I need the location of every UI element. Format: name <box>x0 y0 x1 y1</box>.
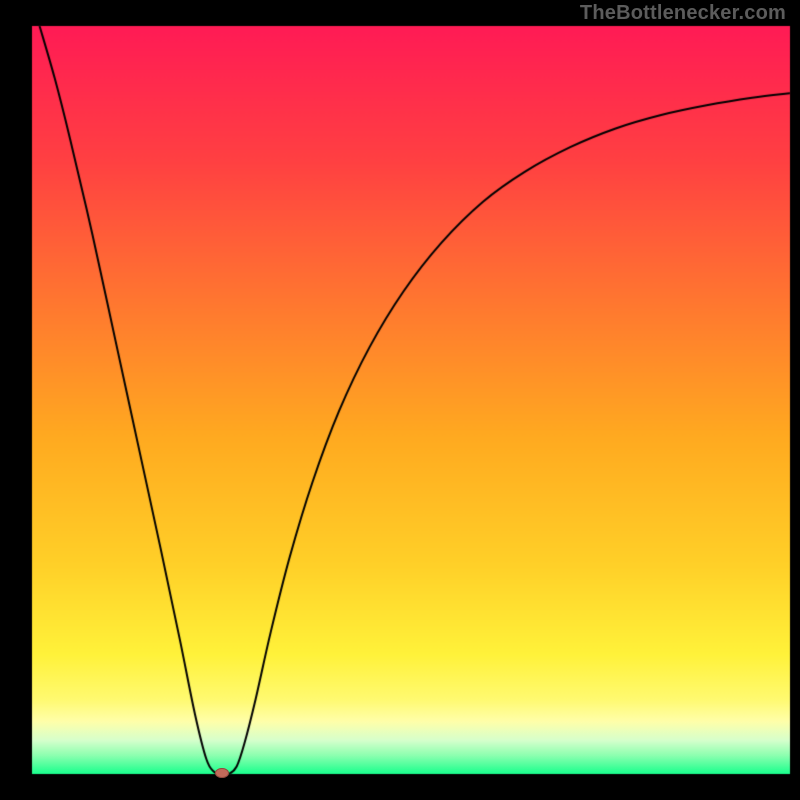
optimal-point-marker <box>215 768 229 778</box>
bottleneck-curve <box>0 0 800 800</box>
chart-container: TheBottlenecker.com <box>0 0 800 800</box>
watermark-text: TheBottlenecker.com <box>580 2 786 25</box>
